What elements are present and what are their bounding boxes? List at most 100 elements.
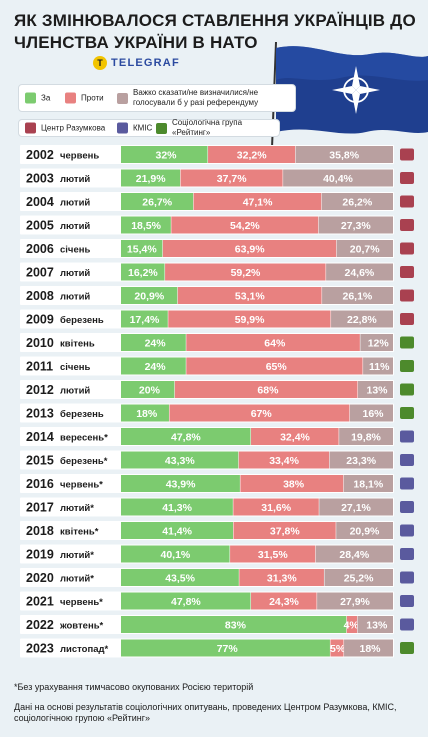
- pollster-marker-2010: [400, 336, 414, 349]
- bar-for-2007: [121, 263, 166, 281]
- bar-label-undecided-2011: 11%: [369, 361, 390, 373]
- bar-against-2011: [186, 357, 364, 375]
- row-year-2008: 2008: [26, 289, 54, 303]
- bar-label-undecided-2010: 12%: [368, 338, 390, 350]
- legend-swatch-against: [65, 92, 76, 104]
- row-year-2017: 2017: [26, 501, 54, 515]
- bar-against-2019: [230, 545, 316, 563]
- row-month-2020: лютий*: [60, 574, 94, 585]
- bar-against-2021: [251, 592, 318, 610]
- bar-undecided-2022: [357, 616, 393, 633]
- bar-undecided-2010: [360, 334, 393, 351]
- legend-label-against: Проти: [81, 93, 104, 102]
- pollster-marker-2003: [400, 172, 414, 184]
- bar-label-for-2020: 43,5%: [165, 573, 195, 585]
- row-month-2007: лютий: [60, 268, 90, 279]
- bar-label-against-2012: 68%: [257, 385, 279, 397]
- bar-label-against-2014: 32,4%: [280, 432, 310, 444]
- legend-label-rating: Соціологічна група «Рейтинг»: [172, 118, 243, 137]
- row-month-2023: листопад*: [60, 644, 109, 655]
- pollster-marker-2015: [400, 454, 414, 466]
- row-year-2022: 2022: [26, 618, 54, 632]
- bar-label-for-2019: 40,1%: [161, 549, 191, 561]
- bar-label-against-2015: 33,4%: [269, 455, 299, 467]
- bar-label-undecided-2022: 13%: [366, 620, 388, 632]
- row-year-2015: 2015: [26, 454, 54, 468]
- pollster-marker-2016: [400, 477, 414, 490]
- bar-for-2018: [121, 522, 234, 539]
- bar-against-2014: [251, 428, 340, 445]
- bar-label-against-2004: 47,1%: [243, 197, 273, 209]
- legend-swatch-kmis: [117, 122, 128, 134]
- bar-label-against-2017: 31,6%: [261, 502, 291, 514]
- legend-swatch-rating: [156, 122, 167, 134]
- bar-undecided-2021: [317, 592, 393, 610]
- row-year-2016: 2016: [26, 477, 54, 491]
- bar-label-undecided-2009: 22,8%: [347, 314, 377, 326]
- bar-undecided-2016: [343, 475, 393, 492]
- legend-swatch-for: [25, 92, 36, 104]
- bar-for-2023: [121, 639, 331, 657]
- bar-against-2004: [193, 193, 322, 210]
- bar-against-2002: [208, 146, 296, 163]
- bar-label-against-2016: 38%: [283, 479, 305, 491]
- row-month-2012: лютий: [60, 386, 90, 397]
- legend-swatch-razumkov: [25, 122, 36, 134]
- bar-label-against-2020: 31,3%: [267, 573, 297, 585]
- row-year-2010: 2010: [26, 336, 54, 350]
- legend-label-for: За: [41, 93, 51, 102]
- footnote: *Без урахування тимчасово окупованих Рос…: [14, 682, 254, 692]
- bar-undecided-2011: [363, 357, 393, 375]
- legend-item-rating: Соціологічна група «Рейтинг»: [156, 118, 279, 138]
- bar-undecided-2019: [315, 545, 393, 563]
- telegraf-logo-icon: T: [93, 56, 107, 70]
- row-month-2009: березень: [60, 315, 104, 326]
- bar-against-2013: [169, 404, 350, 422]
- bar-label-for-2015: 43,3%: [165, 455, 195, 467]
- legend-item-razumkov: Центр Разумкова: [25, 122, 105, 134]
- bar-label-undecided-2008: 26,1%: [343, 291, 373, 303]
- row-year-2019: 2019: [26, 548, 54, 562]
- bar-label-against-2019: 31,5%: [258, 549, 288, 561]
- bar-for-2011: [121, 357, 187, 375]
- row-year-2003: 2003: [26, 172, 54, 186]
- pollster-marker-2007: [400, 266, 414, 278]
- row-year-2012: 2012: [26, 383, 54, 397]
- row-month-2003: лютий: [60, 174, 90, 185]
- pollster-marker-2020: [400, 571, 414, 584]
- bar-for-2012: [121, 381, 175, 398]
- bar-label-for-2018: 41,4%: [162, 526, 192, 538]
- pollster-marker-2012: [400, 383, 414, 396]
- bar-undecided-2004: [321, 193, 393, 210]
- pollster-marker-2019: [400, 548, 414, 560]
- row-year-2020: 2020: [26, 571, 54, 585]
- bar-label-undecided-2021: 27,9%: [340, 596, 370, 608]
- row-month-2022: жовтень*: [59, 621, 104, 632]
- chart-title: ЯК ЗМІНЮВАЛОСЯ СТАВЛЕННЯ УКРАЇНЦІВ ДО ЧЛ…: [14, 11, 416, 52]
- bar-for-2014: [121, 428, 252, 445]
- bar-label-for-2005: 18,5%: [131, 220, 161, 232]
- pollster-marker-2023: [400, 642, 414, 654]
- bar-label-against-2022: 4%: [344, 620, 360, 632]
- pollster-marker-2004: [400, 195, 414, 208]
- row-month-2004: лютий: [60, 198, 90, 209]
- bar-for-2020: [121, 569, 240, 586]
- pollster-marker-2014: [400, 430, 414, 443]
- bar-for-2005: [121, 216, 172, 234]
- row-month-2002: червень: [60, 151, 99, 162]
- bar-against-2009: [168, 310, 332, 328]
- bar-label-undecided-2019: 28,4%: [339, 549, 369, 561]
- row-year-2021: 2021: [26, 595, 54, 609]
- bar-undecided-2005: [318, 216, 393, 234]
- bar-for-2003: [121, 169, 181, 187]
- row-month-2014: вересень*: [60, 433, 108, 444]
- bar-label-for-2014: 47,8%: [171, 432, 201, 444]
- legend-swatch-undecided: [117, 92, 128, 104]
- bar-label-for-2023: 77%: [217, 643, 239, 655]
- row-month-2013: березень: [60, 409, 104, 420]
- bar-label-for-2007: 16,2%: [128, 267, 158, 279]
- bar-label-for-2002: 32%: [156, 150, 178, 162]
- bar-label-undecided-2006: 20,7%: [350, 244, 380, 256]
- telegraf-logo-text: TELEGRAF: [111, 57, 180, 69]
- bar-label-against-2006: 63,9%: [235, 244, 265, 256]
